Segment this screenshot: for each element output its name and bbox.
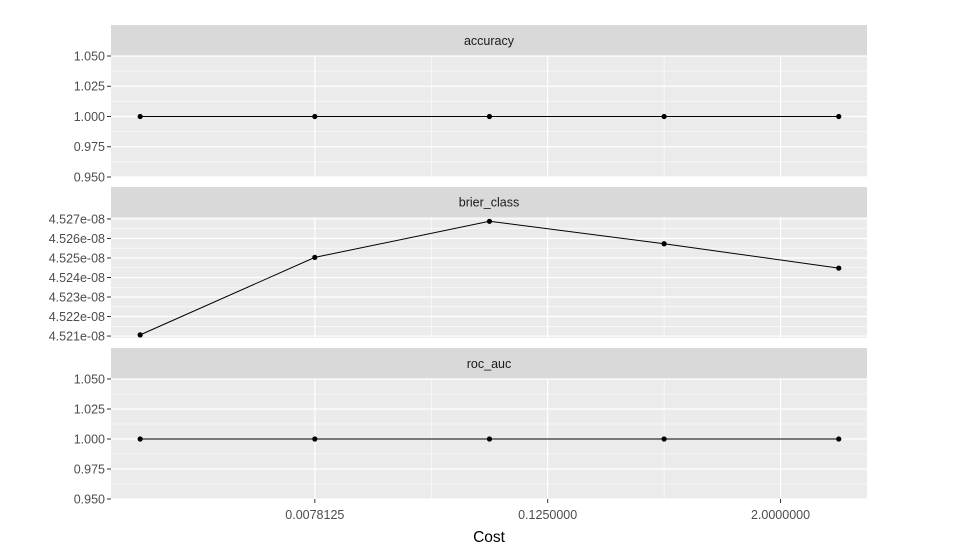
- data-point: [137, 113, 143, 120]
- strip-label: roc_auc: [467, 357, 511, 371]
- y-tick-label: 0.975: [74, 140, 105, 154]
- x-axis-title: Cost: [473, 529, 506, 546]
- y-tick-label: 0.975: [74, 462, 105, 476]
- facet-panels: accuracy 1.050 1.025 1.000 0.975 0.950 brier_c…: [49, 25, 867, 506]
- x-tick-label: 0.0078125: [285, 508, 344, 522]
- data-point: [661, 113, 667, 120]
- y-tick-label: 4.524e-08: [49, 271, 105, 285]
- y-tick-label: 0.950: [74, 492, 105, 506]
- data-point: [312, 254, 318, 260]
- strip-label: brier_class: [459, 196, 519, 210]
- y-tick-label: 1.050: [74, 49, 105, 63]
- strip-background: [111, 25, 867, 56]
- strip-label: accuracy: [464, 34, 515, 48]
- y-tick-label: 4.525e-08: [49, 251, 105, 265]
- y-tick-label: 1.000: [74, 432, 105, 446]
- data-point: [137, 436, 143, 442]
- data-point: [836, 265, 842, 271]
- data-point: [486, 218, 493, 224]
- data-point: [836, 113, 842, 120]
- strip-background: [111, 187, 867, 217]
- data-point: [661, 241, 667, 247]
- data-point: [486, 113, 493, 120]
- x-tick-label: 0.1250000: [518, 508, 577, 522]
- y-tick-label: 1.000: [74, 110, 105, 124]
- data-point: [661, 436, 667, 442]
- x-tick-label: 2.0000000: [751, 508, 810, 522]
- facet-brier_class: brier_class 4.527e-08 4.526e-08 4.525e-08 4.…: [49, 187, 867, 343]
- y-tick-label: 0.950: [74, 170, 105, 184]
- strip-background: [111, 348, 867, 379]
- y-tick-label: 1.050: [74, 372, 105, 386]
- data-point: [312, 436, 318, 442]
- y-tick-label: 4.526e-08: [49, 232, 105, 246]
- data-point: [312, 113, 318, 120]
- facet-accuracy: accuracy 1.050 1.025 1.000 0.975 0.950: [74, 25, 867, 184]
- data-point: [836, 436, 842, 442]
- data-point: [137, 332, 143, 338]
- y-tick-label: 4.523e-08: [49, 290, 105, 304]
- y-tick-label: 1.025: [74, 402, 105, 416]
- facet-roc_auc: roc_auc 1.050 1.025 1.000 0.975 0.950: [74, 348, 867, 506]
- y-tick-label: 4.527e-08: [49, 212, 105, 226]
- data-point: [486, 436, 493, 442]
- y-tick-label: 4.522e-08: [49, 310, 105, 324]
- y-tick-label: 1.025: [74, 80, 105, 94]
- y-tick-label: 4.521e-08: [49, 329, 105, 343]
